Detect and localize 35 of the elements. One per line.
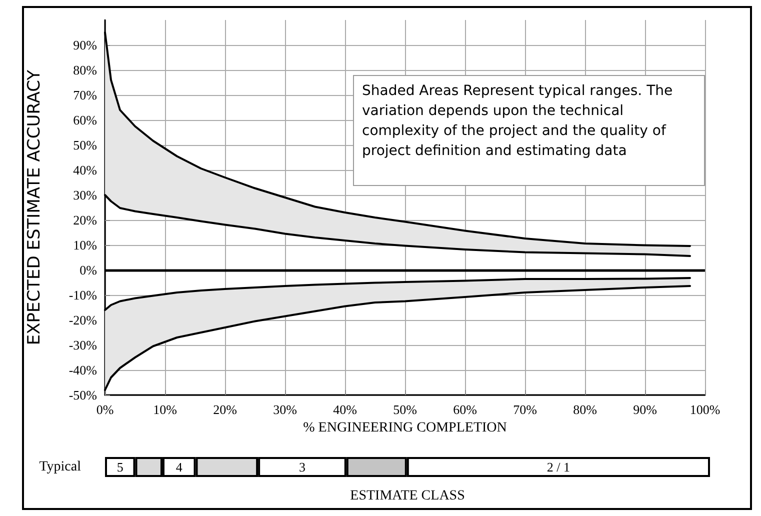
y-tick-label: Typical xyxy=(39,460,82,474)
x-tick-label: 90% xyxy=(633,402,658,417)
y-tick-label: 20% xyxy=(73,212,98,228)
x-tick-label: 60% xyxy=(453,402,478,417)
y-tick-label: -30% xyxy=(68,338,98,352)
x-tick-label: 40% xyxy=(333,402,358,417)
x-tick-label: 100% xyxy=(690,402,720,417)
series-label: 4 xyxy=(176,460,183,474)
y-tick-label: -50% xyxy=(68,388,98,402)
y-tick-label: 70% xyxy=(73,88,98,102)
x-tick-label: 10% xyxy=(153,402,178,417)
y-tick-label: 30% xyxy=(73,188,98,202)
note-box: Shaded Areas Represent typical ranges. The variation depends upon the technical complexity of the project and the quality of project definition and estimating data xyxy=(353,75,705,186)
x-tick-label: 70% xyxy=(513,402,538,417)
y-axis-title: EXPECTED ESTIMATE ACCURACY xyxy=(24,69,44,346)
y-tick-label: 80% xyxy=(73,62,98,78)
y-tick-label: 40% xyxy=(73,162,98,178)
x-tick-label: 0% xyxy=(96,402,114,417)
x-tick-label: 50% xyxy=(393,402,418,417)
series-label: 5 xyxy=(116,460,124,474)
y-tick-label: -40% xyxy=(68,362,98,378)
y-tick-label: 0% xyxy=(80,262,98,278)
x-tick-label: 80% xyxy=(573,402,598,417)
x-axis-title: ESTIMATE CLASS xyxy=(350,488,465,504)
y-tick-label: -10% xyxy=(68,288,98,302)
x-tick-label: 30% xyxy=(273,402,298,417)
x-tick-label: 20% xyxy=(213,402,238,417)
series-label: 2 / 1 xyxy=(546,460,570,474)
y-tick-label: 50% xyxy=(73,138,98,152)
y-tick-label: -20% xyxy=(68,312,98,328)
x-axis-title: % ENGINEERING COMPLETION xyxy=(303,420,507,436)
y-tick-label: 90% xyxy=(73,38,98,52)
y-tick-label: 10% xyxy=(73,238,98,252)
series-label: 3 xyxy=(298,460,306,474)
y-tick-label: 60% xyxy=(73,112,98,128)
